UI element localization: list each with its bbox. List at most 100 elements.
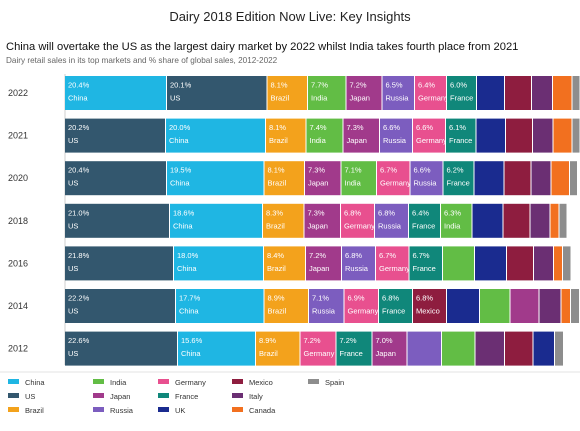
bar-2021-mexico: [506, 118, 532, 153]
bar-value-2012-us: 22.6%: [68, 336, 90, 345]
bar-2012-spain: [555, 331, 563, 366]
bar-2018-japan: [304, 203, 340, 238]
bar-2022-mexico: [505, 76, 531, 110]
legend-swatch-russia: [93, 407, 104, 412]
bar-value-2018-india: 6.3%: [444, 208, 461, 217]
bar-value-2012-germany: 7.2%: [304, 336, 321, 345]
year-label-2012: 2012: [8, 344, 28, 354]
bar-value-2016-china: 18.0%: [177, 251, 199, 260]
bar-market-2012-china: China: [181, 349, 201, 358]
bar-market-2018-russia: Russia: [378, 221, 402, 230]
bar-2020-us: [65, 161, 166, 196]
bar-market-2018-china: China: [173, 221, 193, 230]
bar-2016-france: [409, 246, 442, 281]
bar-2020-china: [167, 161, 264, 196]
bar-value-2022-france: 6.0%: [450, 81, 467, 90]
bar-value-2014-us: 22.2%: [68, 294, 90, 303]
bar-2018-spain: [559, 203, 567, 238]
legend-swatch-france: [158, 393, 169, 398]
legend-label-uk: UK: [175, 406, 185, 415]
bar-2012-uk: [533, 331, 554, 366]
bar-2020-italy: [531, 161, 551, 196]
bar-2022-us: [167, 76, 267, 110]
bar-value-2020-japan: 7.3%: [308, 166, 325, 175]
bar-market-2022-russia: Russia: [386, 94, 410, 103]
bar-value-2020-india: 7.1%: [345, 166, 362, 175]
bar-2022-france: [447, 76, 476, 110]
bar-2021-china: [166, 118, 265, 153]
bar-2022-russia: [382, 76, 414, 110]
bar-market-2016-russia: Russia: [345, 264, 369, 273]
legend-item-mexico: Mexico: [232, 378, 273, 387]
legend-label-india: India: [110, 378, 127, 387]
year-label-2016: 2016: [8, 258, 28, 268]
bar-market-2021-japan: Japan: [347, 136, 367, 145]
bar-2012-brazil: [256, 331, 300, 366]
bar-2020-uk: [474, 161, 504, 196]
bar-2014-spain: [571, 289, 579, 323]
bar-2016-japan: [306, 246, 341, 281]
bar-value-2022-japan: 7.2%: [350, 81, 367, 90]
bar-2012-germany: [300, 331, 336, 366]
legend-swatch-canada: [232, 407, 243, 412]
legend-label-russia: Russia: [110, 406, 134, 415]
bar-market-2018-japan: Japan: [308, 221, 328, 230]
bar-row-2014: 2014 22.2% US 17.7% China 8.9% Brazil 7.1% Russi…: [8, 289, 579, 323]
bar-market-2021-india: India: [310, 136, 327, 145]
bar-market-2022-brazil: Brazil: [271, 94, 290, 103]
legend-item-uk: UK: [158, 406, 185, 415]
bar-market-2021-brazil: Brazil: [269, 136, 288, 145]
chart-title: China will overtake the US as the larges…: [6, 41, 519, 53]
bar-market-2012-germany: Germany: [304, 349, 335, 358]
bar-value-2016-brazil: 8.4%: [267, 251, 284, 260]
bar-2014-india: [480, 289, 510, 323]
legend-label-spain: Spain: [325, 378, 344, 387]
bar-market-2014-brazil: Brazil: [268, 307, 287, 316]
bar-2021-japan: [343, 118, 379, 153]
bar-row-2022: 2022 20.4% China 20.1% US 8.1% Brazil 7.7% India…: [8, 76, 580, 110]
legend-label-france: France: [175, 392, 198, 401]
bar-value-2020-us: 20.4%: [68, 166, 90, 175]
legend-swatch-italy: [232, 393, 243, 398]
legend-item-russia: Russia: [93, 406, 134, 415]
bar-market-2018-us: US: [68, 221, 78, 230]
bar-2014-us: [65, 289, 175, 323]
legend-item-italy: Italy: [232, 392, 263, 401]
bar-market-2021-china: China: [169, 136, 189, 145]
bar-value-2021-russia: 6.6%: [383, 123, 400, 132]
bar-market-2012-japan: Japan: [376, 349, 396, 358]
bar-2014-france: [379, 289, 412, 323]
bar-2021-spain: [572, 118, 580, 153]
bar-2020-brazil: [264, 161, 304, 196]
bar-value-2012-france: 7.2%: [340, 336, 357, 345]
bar-value-2022-germany: 6.4%: [418, 81, 435, 90]
bar-value-2018-russia: 6.8%: [378, 208, 395, 217]
legend-swatch-mexico: [232, 379, 243, 384]
year-label-2020: 2020: [8, 173, 28, 183]
bar-market-2014-germany: Germany: [348, 307, 379, 316]
bar-2021-germany: [413, 118, 445, 153]
legend-swatch-china: [8, 379, 19, 384]
bar-market-2016-germany: Germany: [379, 264, 410, 273]
bar-2012-russia: [407, 331, 441, 366]
bar-market-2022-china: China: [68, 94, 88, 103]
bar-2014-uk: [447, 289, 479, 323]
bar-2018-uk: [472, 203, 503, 238]
bar-market-2020-china: China: [170, 179, 190, 188]
bar-market-2022-germany: Germany: [418, 94, 449, 103]
bar-market-2020-germany: Germany: [380, 179, 411, 188]
bar-value-2014-france: 6.8%: [382, 294, 399, 303]
bar-market-2012-france: France: [340, 349, 363, 358]
bar-market-2022-us: US: [170, 94, 180, 103]
bar-2018-russia: [375, 203, 408, 238]
legend-label-italy: Italy: [249, 392, 263, 401]
bar-value-2014-germany: 6.9%: [348, 294, 365, 303]
bar-2022-canada: [553, 76, 572, 110]
bar-value-2022-brazil: 8.1%: [271, 81, 288, 90]
bar-2020-germany: [377, 161, 410, 196]
bar-2022-japan: [346, 76, 382, 110]
year-label-2014: 2014: [8, 301, 28, 311]
bar-market-2020-us: US: [68, 179, 78, 188]
bar-2018-germany: [341, 203, 374, 238]
